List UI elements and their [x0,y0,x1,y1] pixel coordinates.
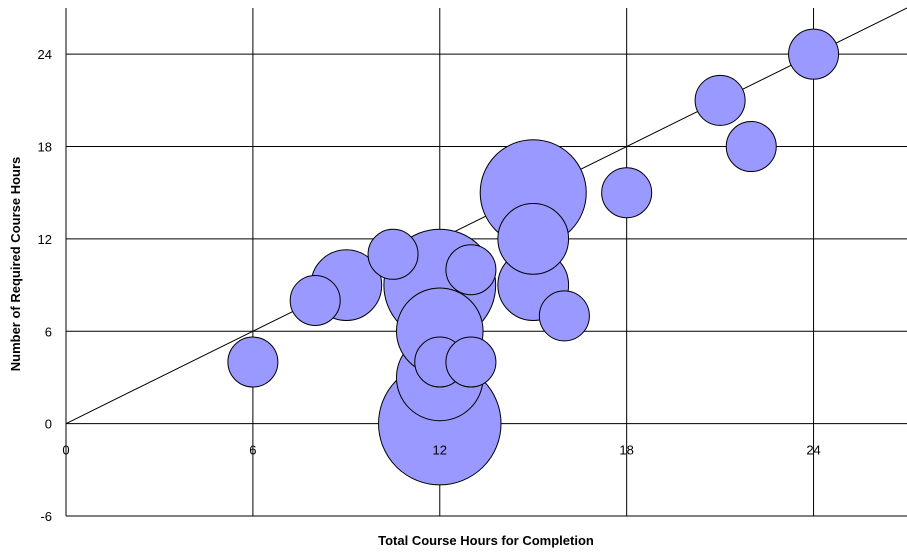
data-bubble [538,290,590,342]
x-tick-label: 12 [433,443,447,458]
y-tick-label: 6 [45,324,52,339]
data-bubble [367,228,419,280]
x-axis-title: Total Course Hours for Completion [378,533,594,548]
y-tick-label: 18 [38,140,52,155]
data-bubble [445,244,497,296]
x-tick-label: 24 [806,443,820,458]
data-bubble [289,274,341,326]
y-tick-label: -6 [40,509,52,524]
data-bubble [227,336,279,388]
tick-label-layer: 0 6 12 18 24 -6 0 6 12 18 24 [38,47,821,524]
x-tick-label: 6 [249,443,256,458]
y-axis-title: Number of Required Course Hours [8,157,23,372]
data-bubble [788,28,840,80]
grid-layer [65,8,907,517]
data-bubble [725,121,777,173]
data-bubble [445,336,497,388]
x-tick-label: 18 [619,443,633,458]
y-tick-label: 0 [45,417,52,432]
y-tick-label: 24 [38,47,52,62]
data-bubble [601,167,653,219]
x-tick-label: 0 [62,443,69,458]
data-bubble [694,74,746,126]
bubble-layer [227,28,840,486]
y-tick-label: 12 [38,232,52,247]
data-bubble [497,203,570,275]
